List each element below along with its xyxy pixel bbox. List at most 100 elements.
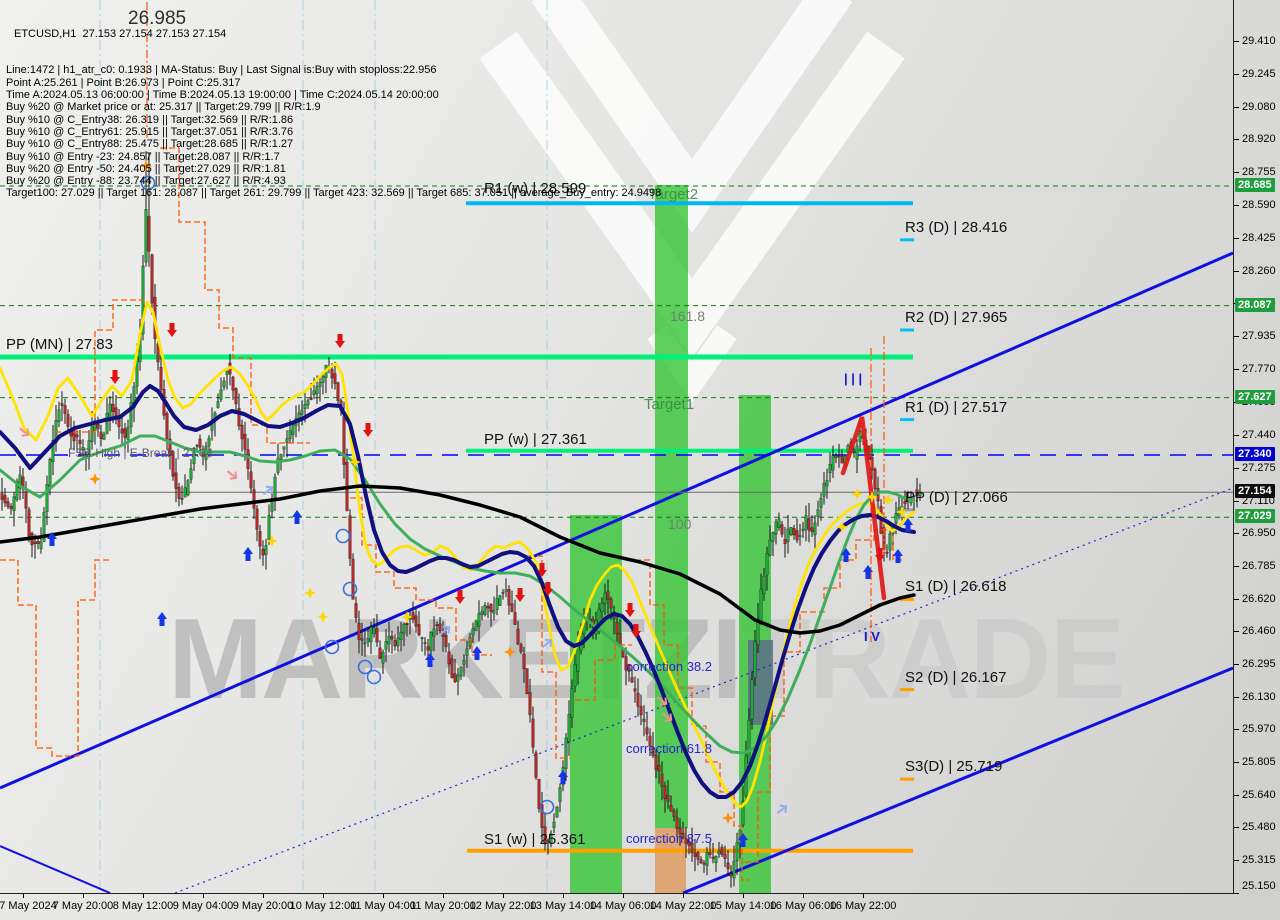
buy-arrow-icon xyxy=(47,532,57,546)
time-tick-mark xyxy=(683,894,684,898)
time-tick-label: 13 May 14:00 xyxy=(529,900,597,912)
chart-canvas[interactable] xyxy=(0,0,1233,893)
time-tick-label: 8 May 12:00 xyxy=(112,900,174,912)
price-tick-mark xyxy=(1234,762,1239,763)
green-ma xyxy=(0,434,916,755)
buy-arrow-icon xyxy=(558,770,568,784)
price-tick-label: 25.315 xyxy=(1242,854,1276,866)
time-tick-label: 11 May 04:00 xyxy=(350,900,416,912)
hollow-arrow-icon xyxy=(541,638,553,648)
star-marker-icon xyxy=(722,812,734,824)
price-tick-label: 25.970 xyxy=(1242,723,1276,735)
price-tick-mark xyxy=(1234,336,1239,337)
time-tick-mark xyxy=(743,894,744,898)
time-tick-mark xyxy=(203,894,204,898)
time-axis[interactable]: 7 May 2024 7 May 20:00 8 May 12:00 9 May 04… xyxy=(0,894,1280,920)
price-tick-label: 28.425 xyxy=(1242,232,1276,244)
ea-info-line: Target100: 27.029 || Target 161: 28.087 … xyxy=(6,187,662,200)
star-marker-icon xyxy=(504,646,516,658)
price-tick-label: 26.130 xyxy=(1242,691,1276,703)
ea-info-line: Line:1472 | h1_atr_c0: 0.1933 | MA-Statu… xyxy=(6,64,437,77)
price-tick-label: 27.275 xyxy=(1242,462,1276,474)
price-tick-mark xyxy=(1234,369,1239,370)
highlight-zone xyxy=(655,828,686,893)
time-tick-label: 9 May 20:00 xyxy=(232,900,294,912)
time-tick-label: 14 May 06:00 xyxy=(589,900,657,912)
highlight-zone xyxy=(570,515,622,893)
price-tick-mark xyxy=(1234,435,1239,436)
daily-pivot-mark xyxy=(900,238,914,242)
sell-arrow-icon xyxy=(515,588,525,602)
circle-marker-icon xyxy=(539,799,555,815)
price-tick-mark xyxy=(1234,41,1239,42)
buy-arrow-icon xyxy=(243,547,253,561)
buy-arrow-icon xyxy=(157,612,167,626)
price-tick-label: 26.785 xyxy=(1242,560,1276,572)
hollow-arrow-icon xyxy=(18,427,30,437)
sell-arrow-icon xyxy=(875,548,885,562)
red-signal-line[interactable] xyxy=(840,416,887,601)
star-marker-icon xyxy=(866,491,878,503)
price-tick-mark xyxy=(1234,501,1239,502)
price-tick-mark xyxy=(1234,827,1239,828)
price-tick-label: 28.260 xyxy=(1242,265,1276,277)
crosshair-price-label: 26.985 xyxy=(128,8,187,29)
star-marker-icon xyxy=(882,494,894,506)
time-tick-mark xyxy=(503,894,504,898)
time-tick-mark xyxy=(23,894,24,898)
price-tick-label: 25.640 xyxy=(1242,789,1276,801)
buy-arrow-icon xyxy=(292,510,302,524)
price-badge: 28.087 xyxy=(1235,297,1275,312)
time-tick-label: 14 May 22:00 xyxy=(649,900,717,912)
ea-info-line: Time A:2024.05.13 06:00:00 | Time B:2024… xyxy=(6,89,439,102)
daily-pivot-mark xyxy=(900,688,914,692)
price-tick-label: 26.950 xyxy=(1242,527,1276,539)
price-tick-mark xyxy=(1234,860,1239,861)
price-tick-label: 25.805 xyxy=(1242,756,1276,768)
time-tick-label: 16 May 06:00 xyxy=(769,900,837,912)
sell-arrow-icon xyxy=(110,370,120,384)
circle-marker-icon xyxy=(342,581,358,597)
ea-info-line: Buy %20 @ Entry -50: 24.405 || Target:27… xyxy=(6,162,286,175)
daily-pivot-mark xyxy=(900,597,914,601)
hollow-arrow-icon xyxy=(262,485,274,495)
price-tick-label: 28.755 xyxy=(1242,166,1276,178)
price-badge: 27.029 xyxy=(1235,509,1275,524)
trendline[interactable] xyxy=(0,251,1233,790)
ea-info-line: Buy %10 @ C_Entry61: 25.915 || Target:37… xyxy=(6,125,294,138)
time-tick-mark xyxy=(323,894,324,898)
ea-info-line: Buy %20 @ Market price or at: 25.317 || … xyxy=(6,101,321,114)
price-tick-mark xyxy=(1234,107,1239,108)
price-tick-label: 26.620 xyxy=(1242,593,1276,605)
ea-info-line: Buy %10 @ Entry -23: 24.857 || Target:28… xyxy=(6,150,280,163)
time-tick-mark xyxy=(563,894,564,898)
time-tick-mark xyxy=(263,894,264,898)
ea-info-line: Point A:25.261 | Point B:26.973 | Point … xyxy=(6,76,241,89)
black-slow-ma xyxy=(0,484,916,635)
price-tick-mark xyxy=(1234,271,1239,272)
daily-pivot-mark xyxy=(900,328,914,332)
atr-trailing-line xyxy=(528,555,570,759)
navy-ma xyxy=(0,384,916,799)
price-tick-label: 26.295 xyxy=(1242,658,1276,670)
price-tick-label: 29.410 xyxy=(1242,35,1276,47)
trendline[interactable] xyxy=(174,487,1233,893)
trendline[interactable] xyxy=(682,666,1233,893)
sell-arrow-icon xyxy=(537,563,547,577)
circle-marker-icon xyxy=(324,639,340,655)
buy-arrow-icon xyxy=(738,833,748,847)
star-marker-icon xyxy=(896,506,908,518)
chart-area[interactable]: MARKETZITRADE Target2 161.8 Target1 100 corr… xyxy=(0,0,1234,894)
price-tick-mark xyxy=(1234,205,1239,206)
circle-marker-icon xyxy=(335,528,351,544)
price-tick-mark xyxy=(1234,139,1239,140)
time-tick-label: 12 May 22:00 xyxy=(469,900,537,912)
price-tick-label: 26.460 xyxy=(1242,625,1276,637)
atr-trailing-line xyxy=(0,559,110,757)
trendline[interactable] xyxy=(0,845,111,893)
sell-arrow-icon xyxy=(167,323,177,337)
price-tick-mark xyxy=(1234,599,1239,600)
star-marker-icon xyxy=(317,611,329,623)
price-axis[interactable]: 29.410 29.245 29.080 28.920 28.755 28.590 28.4… xyxy=(1234,0,1280,894)
buy-arrow-icon xyxy=(893,549,903,563)
